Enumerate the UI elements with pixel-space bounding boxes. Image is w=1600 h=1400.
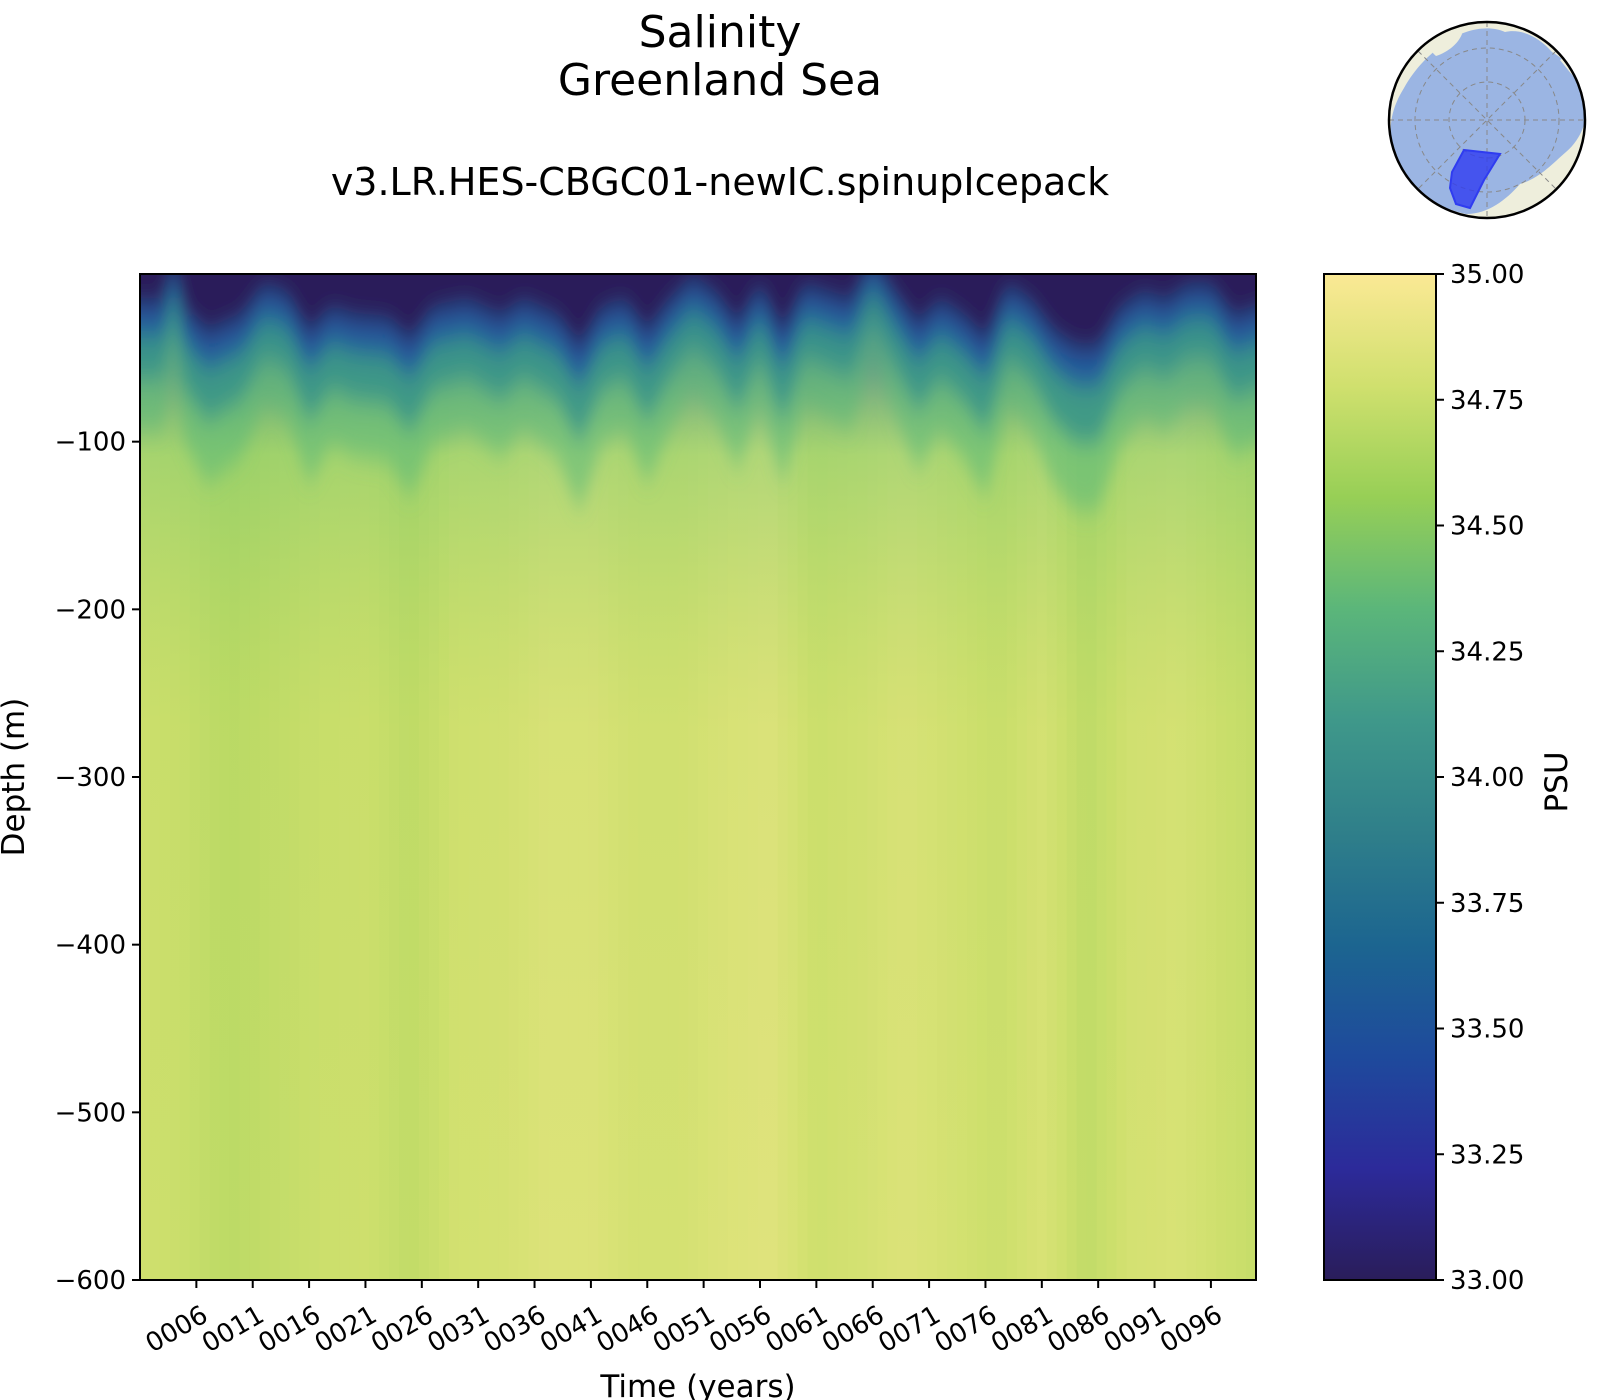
y-tick-label: −400 [55, 931, 126, 961]
colorbar-tick-label: 34.25 [1450, 637, 1524, 667]
colorbar-tick-label: 33.75 [1450, 889, 1524, 919]
colorbar-label: PSU [1539, 751, 1575, 812]
map-meridian-diag-2 [1417, 50, 1557, 190]
surface-fresh-layer [140, 274, 1256, 511]
colorbar-gradient [1323, 273, 1437, 1281]
colorbar-tick-label: 34.00 [1450, 763, 1524, 793]
colorbar: 33.00 33.25 33.50 33.75 34.00 34.25 34.50 34.75… [1323, 260, 1575, 1296]
colorbar-tick-label: 35.00 [1450, 260, 1524, 290]
y-tick-label: −500 [55, 1098, 126, 1128]
y-tick-label: −300 [55, 763, 126, 793]
colorbar-ticks: 33.00 33.25 33.50 33.75 34.00 34.25 34.50 34.75… [1436, 260, 1524, 1296]
y-axis-ticks: −100 −200 −300 −400 −500 −600 [55, 428, 140, 1296]
y-tick-label: −200 [55, 595, 126, 625]
x-tick-label: 0096 [1155, 1300, 1227, 1359]
chart-subtitle: Greenland Sea [557, 55, 883, 106]
colorbar-tick-label: 33.00 [1450, 1266, 1524, 1296]
inset-map [1387, 20, 1587, 220]
y-tick-label: −600 [55, 1266, 126, 1296]
colorbar-tick-label: 34.50 [1450, 512, 1524, 542]
y-axis-label: Depth (m) [0, 698, 32, 857]
map-meridian-diag-1 [1417, 50, 1557, 190]
map-region-greenland-sea [1448, 148, 1502, 210]
colorbar-tick-label: 33.50 [1450, 1015, 1524, 1045]
x-axis-label: Time (years) [599, 1369, 795, 1400]
colorbar-tick-label: 34.75 [1450, 386, 1524, 416]
y-tick-label: −100 [55, 428, 126, 458]
map-latitude-ring-outer [1414, 47, 1560, 193]
chart-title: Salinity [638, 7, 802, 58]
heatmap [140, 274, 1256, 1280]
run-name: v3.LR.HES-CBGC01-newIC.spinupIcepack [330, 160, 1110, 204]
fresh-layer-band [140, 274, 1256, 352]
colorbar-tick-label: 33.25 [1450, 1140, 1524, 1170]
map-frame [1387, 20, 1587, 220]
x-axis-ticks: 0006001100160021002600310036004100460051… [141, 1280, 1228, 1359]
